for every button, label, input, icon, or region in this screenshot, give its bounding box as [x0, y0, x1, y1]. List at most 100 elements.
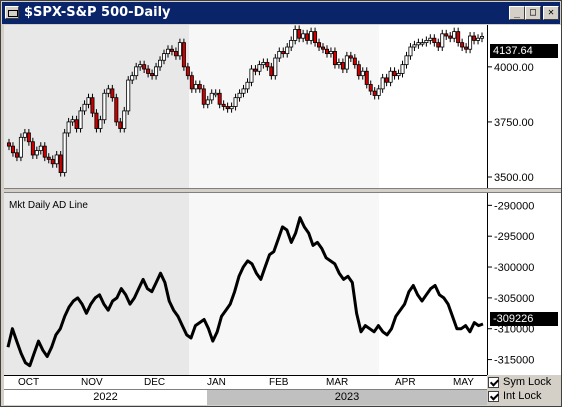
- candle-body: [400, 64, 405, 74]
- sym-lock-label: Sym Lock: [503, 376, 552, 388]
- year-label-2022: 2022: [4, 389, 207, 405]
- ad-panel-label: Mkt Daily AD Line: [9, 200, 88, 211]
- candle-body: [110, 88, 115, 99]
- candle-body: [177, 42, 182, 57]
- candle-body: [360, 70, 365, 77]
- candle-body: [428, 37, 433, 41]
- candle-body: [384, 77, 389, 83]
- chart-app-icon[interactable]: [5, 6, 19, 19]
- candle-body: [233, 97, 238, 107]
- candle-body: [249, 68, 254, 83]
- candle-body: [193, 84, 198, 90]
- candle-body: [118, 121, 123, 129]
- candle-body: [14, 152, 19, 158]
- candle-body: [344, 55, 349, 70]
- ad-y-tick-label: -295000: [494, 231, 534, 243]
- candle-body: [352, 57, 357, 66]
- candle-body: [245, 81, 250, 90]
- candle-body: [201, 88, 206, 105]
- candle-body: [420, 42, 425, 45]
- candle-body: [86, 97, 91, 105]
- ad-y-tick-label: -310000: [494, 324, 534, 336]
- candle-body: [62, 132, 67, 173]
- maximize-button[interactable]: □: [525, 6, 541, 20]
- ad-plot-area[interactable]: [4, 193, 487, 375]
- price-chart: [4, 25, 485, 188]
- candle-body: [126, 79, 131, 112]
- candle-body: [58, 154, 63, 173]
- candle-body: [436, 42, 441, 48]
- candle-body: [368, 84, 373, 92]
- candle-body: [404, 55, 409, 66]
- candle-body: [213, 92, 218, 96]
- month-label-may: MAY: [453, 377, 474, 388]
- candle-body: [169, 48, 174, 52]
- int-lock-checkbox[interactable]: Int Lock: [488, 390, 542, 404]
- candle-body: [138, 64, 143, 68]
- candle-body: [321, 46, 326, 50]
- month-label-feb: FEB: [269, 377, 289, 388]
- candle-body: [154, 66, 159, 77]
- candle-body: [396, 73, 401, 77]
- candle-body: [229, 106, 234, 110]
- price-y-tick-label: 3750.00: [494, 117, 534, 129]
- candle-body: [106, 88, 111, 94]
- candle-body: [34, 150, 39, 156]
- month-label-mar: MAR: [326, 377, 349, 388]
- candle-body: [10, 145, 15, 154]
- candle-body: [444, 33, 449, 37]
- sym-lock-check-icon[interactable]: [488, 376, 499, 388]
- candle-body: [424, 40, 429, 44]
- shade-band-2023: [189, 25, 379, 188]
- candle-body: [265, 62, 270, 68]
- candle-body: [412, 44, 417, 48]
- candle-body: [476, 37, 481, 41]
- candle-body: [281, 51, 286, 55]
- shade-band-2023: [189, 193, 379, 375]
- ad-y-tick-label: -315000: [494, 355, 534, 367]
- month-label-oct: OCT: [18, 377, 40, 388]
- candle-body: [372, 90, 377, 96]
- price-y-tick-label: 3500.00: [494, 172, 534, 184]
- price-plot-area[interactable]: [4, 25, 487, 188]
- ad-y-tick-label: -305000: [494, 293, 534, 305]
- int-lock-label: Int Lock: [503, 390, 542, 402]
- ad-line-series: [6, 216, 484, 368]
- candle-body: [46, 156, 51, 160]
- x-axis[interactable]: OCT NOV DEC JAN FEB MAR APR MAY: [4, 375, 487, 389]
- minimize-button[interactable]: _: [509, 6, 525, 20]
- candle-body: [332, 51, 337, 66]
- candle-body: [209, 92, 214, 101]
- candle-body: [6, 142, 11, 147]
- candle-body: [38, 145, 43, 151]
- candle-body: [456, 31, 461, 44]
- candle-body: [18, 136, 23, 158]
- ad-y-axis: -290000 -295000 -300000 -305000 -310000 -3150…: [487, 193, 561, 375]
- candle-body: [448, 35, 453, 39]
- candle-body: [364, 70, 369, 85]
- candle-body: [305, 33, 310, 41]
- candle-body: [241, 88, 246, 94]
- candle-body: [122, 110, 127, 129]
- candle-body: [269, 66, 274, 77]
- title-bar[interactable]: $SPX-S&P 500-Daily _ □ ✕: [2, 2, 560, 24]
- panel-divider[interactable]: [4, 188, 561, 193]
- close-button[interactable]: ✕: [543, 6, 559, 20]
- candle-body: [221, 103, 226, 107]
- current-ad-value-label: -309226: [490, 312, 558, 326]
- month-label-apr: APR: [395, 377, 416, 388]
- candle-body: [94, 112, 99, 129]
- candle-body: [78, 110, 83, 129]
- candle-body: [317, 42, 322, 48]
- window-title: $SPX-S&P 500-Daily: [24, 5, 171, 20]
- month-label-jan: JAN: [207, 377, 226, 388]
- candle-body: [237, 92, 242, 99]
- candle-body: [130, 75, 135, 81]
- candle-body: [464, 46, 469, 50]
- int-lock-check-icon[interactable]: [488, 390, 499, 402]
- candle-body: [162, 53, 167, 61]
- candle-body: [392, 70, 397, 77]
- candle-body: [225, 106, 230, 110]
- sym-lock-checkbox[interactable]: Sym Lock: [488, 376, 551, 390]
